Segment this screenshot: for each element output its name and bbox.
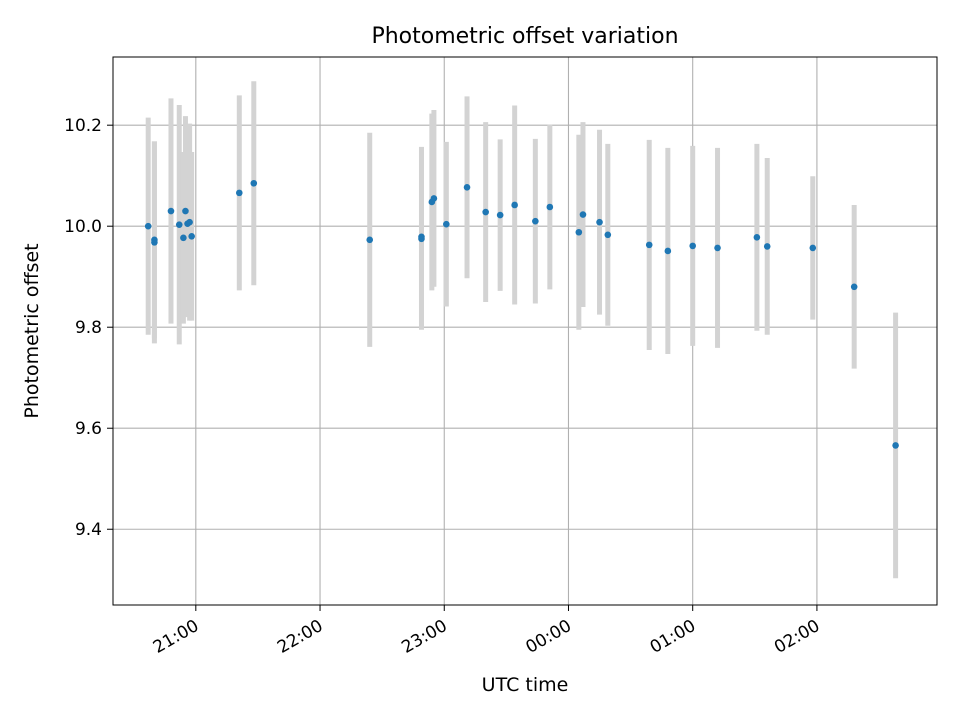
data-point: [182, 207, 189, 215]
data-point: [175, 221, 183, 228]
y-tick-label: 10.2: [64, 116, 102, 136]
data-point: [579, 211, 587, 218]
y-axis: 9.4 9.6 9.8 10.0 10.2: [64, 116, 113, 540]
data-point: [463, 184, 471, 191]
data-point: [546, 203, 554, 211]
data-point: [443, 220, 450, 228]
y-tick-label: 10.0: [64, 217, 102, 237]
data-point: [604, 231, 612, 239]
data-point: [575, 228, 583, 236]
plot-frame: [112, 56, 938, 606]
data-point: [664, 247, 672, 255]
data-point: [151, 236, 158, 244]
data-point: [714, 244, 721, 252]
data-point: [144, 222, 152, 230]
y-tick-label: 9.8: [75, 318, 102, 338]
data-point: [645, 241, 653, 249]
data-point: [418, 235, 425, 243]
data-point: [596, 218, 603, 226]
data-point: [366, 236, 374, 244]
data-point: [188, 232, 195, 240]
data-point: [892, 442, 899, 449]
data-point: [167, 207, 175, 215]
data-point: [250, 179, 258, 187]
x-axis-label: UTC time: [482, 674, 569, 696]
data-points: [144, 179, 899, 449]
data-point: [809, 244, 817, 252]
data-point: [689, 242, 696, 250]
data-point: [496, 211, 504, 219]
y-tick-label: 9.6: [75, 419, 102, 439]
data-point: [180, 234, 187, 242]
data-point: [763, 243, 771, 250]
data-point: [430, 195, 438, 202]
data-point: [511, 201, 518, 209]
chart-title: Photometric offset variation: [371, 24, 678, 49]
y-axis-label: Photometric offset: [21, 243, 43, 418]
data-point: [532, 217, 539, 225]
y-tick-label: 9.4: [75, 520, 102, 540]
data-point: [186, 218, 193, 226]
data-point: [482, 208, 489, 216]
plot-area: [113, 57, 937, 605]
data-point: [235, 189, 243, 197]
data-point: [850, 283, 858, 291]
data-point: [753, 234, 761, 241]
